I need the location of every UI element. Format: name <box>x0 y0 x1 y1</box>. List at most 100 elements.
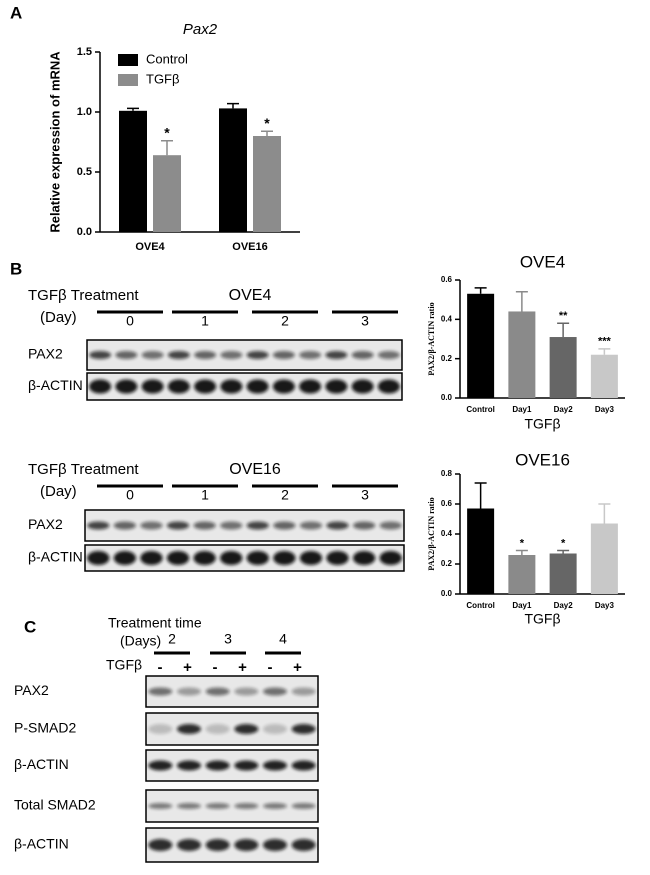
condition-sign: - <box>268 659 273 676</box>
significance-label: * <box>264 115 270 131</box>
blot-band <box>234 760 259 771</box>
bar <box>590 354 618 398</box>
cell-line-label: OVE16 <box>229 461 281 478</box>
y-tick-label: 1.5 <box>77 46 92 58</box>
blot-band <box>326 521 349 530</box>
error-bar <box>515 549 528 555</box>
x-axis-label: TGFβ <box>524 416 560 432</box>
blot-band <box>220 551 243 565</box>
y-axis-label: Relative expression of mRNA <box>47 51 62 233</box>
blot-band <box>246 551 269 565</box>
group-label: 3 <box>224 631 232 647</box>
blot-band <box>205 760 230 771</box>
blot-band <box>141 351 164 359</box>
blot-band <box>352 521 376 530</box>
x-tick-label: Day2 <box>554 405 574 414</box>
blot-band <box>273 551 296 565</box>
bar <box>219 108 247 232</box>
y-tick-label: 0.6 <box>441 275 453 284</box>
error-bar <box>474 482 487 509</box>
blot-band <box>262 839 288 851</box>
panel-label: C <box>24 617 36 636</box>
group-label: 3 <box>361 313 369 329</box>
blot-frame <box>84 509 405 542</box>
bar <box>253 136 281 232</box>
blot-band <box>220 379 243 394</box>
blot-band <box>299 379 322 394</box>
blot-row-label: β-ACTIN <box>14 756 69 772</box>
blot-band <box>234 687 259 696</box>
y-tick-label: 0.2 <box>441 559 453 568</box>
blot-band <box>205 803 230 809</box>
blot-band <box>291 839 316 851</box>
legend-label: TGFβ <box>146 71 179 86</box>
blot-band <box>176 724 202 734</box>
y-tick-label: 0.6 <box>441 499 453 508</box>
error-bar <box>161 140 173 156</box>
error-bar <box>598 503 611 524</box>
y-tick-label: 0.8 <box>441 469 453 478</box>
blot-band <box>220 521 243 530</box>
blot-band <box>379 551 402 565</box>
x-tick-label: Day2 <box>554 601 574 610</box>
blot-band <box>326 551 349 565</box>
blot-band <box>291 724 316 734</box>
condition-label: TGFβ <box>106 657 142 673</box>
bar <box>549 337 577 398</box>
group-label: 2 <box>168 631 176 647</box>
blot-band <box>205 839 230 851</box>
blot-band <box>246 351 269 359</box>
blot-band <box>89 379 112 394</box>
blot-row-label: PAX2 <box>14 682 49 698</box>
blot-band <box>291 803 316 809</box>
error-bar <box>557 322 570 338</box>
blot-band <box>140 551 163 565</box>
significance-label: ** <box>559 310 568 322</box>
blot-band <box>272 379 295 394</box>
unit-label: (Day) <box>40 309 77 326</box>
blot-band <box>377 351 400 359</box>
condition-sign: - <box>158 659 163 676</box>
bar <box>119 110 147 232</box>
blot-band <box>299 351 322 359</box>
y-tick-label: 0.4 <box>441 314 453 323</box>
y-tick-label: 0.0 <box>441 393 453 402</box>
blot-row-label: β-ACTIN <box>14 836 69 852</box>
unit-label: (Days) <box>120 633 161 649</box>
blot-band <box>352 551 376 565</box>
blot-frame <box>145 749 319 782</box>
blot-band <box>148 760 173 771</box>
blot-band <box>176 839 202 851</box>
y-tick-label: 0.4 <box>441 529 453 538</box>
blot-band <box>273 521 296 530</box>
x-tick-label: Day3 <box>595 405 615 414</box>
blot-band <box>379 521 402 530</box>
x-tick-label: Control <box>466 601 494 610</box>
blot-band <box>166 551 190 565</box>
blot-band <box>176 687 202 696</box>
chart-title: OVE16 <box>515 450 570 469</box>
blot-band <box>234 839 259 851</box>
blot-band <box>148 687 173 696</box>
y-tick-label: 0.5 <box>77 166 92 178</box>
error-bar <box>474 287 487 294</box>
group-label: 3 <box>361 487 369 503</box>
chart-title: OVE4 <box>520 252 565 271</box>
blot-band <box>291 687 316 696</box>
blot-frame <box>86 372 403 401</box>
blot-band <box>377 379 400 394</box>
blot-frame <box>145 712 319 746</box>
y-tick-label: 0.2 <box>441 354 453 363</box>
blot-band <box>166 521 190 530</box>
blot-frame <box>145 827 319 863</box>
significance-label: * <box>561 537 566 549</box>
condition-sign: + <box>238 659 247 676</box>
group-label: 0 <box>126 313 134 329</box>
group-label: 4 <box>279 631 287 647</box>
bar <box>467 293 495 398</box>
x-tick-label: OVE16 <box>232 241 267 253</box>
x-tick-label: Day3 <box>595 601 615 610</box>
significance-label: * <box>164 125 170 141</box>
y-axis-label: PAX2/β-ACTIN ratio <box>427 497 436 570</box>
